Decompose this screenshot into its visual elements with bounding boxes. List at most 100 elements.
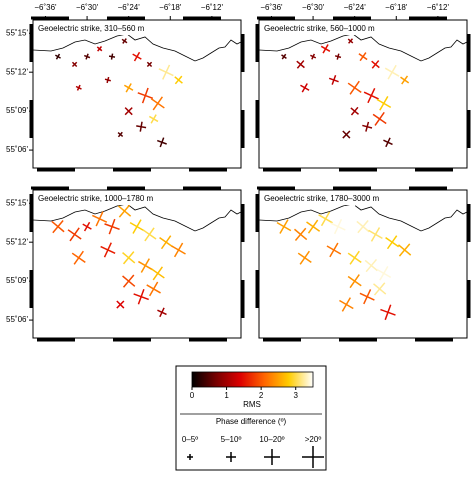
cross-arm — [146, 61, 153, 68]
cross-arm — [137, 92, 154, 99]
cross-arm — [371, 60, 380, 69]
strike-cross — [91, 211, 108, 227]
cross-arm — [84, 54, 91, 59]
cross-arm — [71, 252, 86, 263]
lat-tick-label: 55˚09' — [6, 276, 28, 285]
strike-cross — [67, 227, 82, 242]
lon-tick-label: −6˚12' — [427, 3, 450, 12]
lon-tick-label: −6˚30' — [76, 3, 99, 12]
lat-tick-label: 55˚12' — [6, 67, 28, 76]
cross-arm — [150, 98, 165, 109]
cross-arm — [122, 275, 136, 287]
strike-cross — [84, 53, 91, 60]
cross-arm — [373, 283, 387, 295]
strike-cross — [347, 80, 362, 95]
strike-cross — [132, 51, 142, 62]
cross-arm — [385, 236, 400, 248]
lon-tick-label: −6˚24' — [344, 3, 367, 12]
cross-arm — [276, 221, 292, 232]
cross-arm — [397, 244, 412, 256]
cross-arm — [318, 214, 333, 224]
strike-cross — [363, 87, 379, 104]
lon-tick-label: −6˚36' — [34, 3, 57, 12]
lat-tick-label: 55˚12' — [6, 237, 28, 246]
strike-cross — [75, 84, 82, 91]
lat-tick-label: 55˚15' — [6, 28, 28, 37]
strike-cross — [71, 250, 86, 265]
strike-cross — [150, 96, 165, 111]
cross-arm — [320, 45, 331, 52]
strike-cross — [108, 53, 116, 60]
map-panel: Geoelectric strike, 1000–1780 m 55˚15' 55˚… — [6, 186, 245, 342]
cross-arm — [364, 259, 378, 272]
strike-cross — [82, 221, 92, 232]
strike-cross — [330, 219, 346, 235]
strike-cross — [347, 274, 362, 289]
map-panel: Geoelectric strike, 1780–3000 m — [255, 186, 471, 342]
colorbar-label: RMS — [243, 400, 261, 409]
strike-cross — [148, 114, 159, 124]
strike-cross — [371, 60, 380, 69]
cross-arm — [334, 55, 342, 59]
strike-cross — [310, 53, 317, 60]
strike-cross — [116, 300, 125, 309]
strike-cross — [328, 75, 339, 85]
strike-cross — [368, 227, 383, 242]
cross-arm — [121, 38, 128, 44]
strike-cross — [136, 121, 147, 132]
strike-cross — [104, 76, 111, 84]
strike-cross — [358, 52, 368, 62]
cross-arm — [326, 245, 342, 255]
cross-arm — [363, 91, 379, 100]
cross-arm — [343, 205, 358, 217]
cross-arm — [96, 46, 103, 52]
cross-arm — [129, 221, 145, 232]
frame-bar — [255, 186, 471, 342]
strike-cross — [54, 53, 61, 60]
strike-cross — [129, 219, 145, 234]
strike-cross — [159, 235, 174, 250]
cross-arm — [359, 292, 375, 301]
panels: Geoelectric strike, 310–560 m −6˚36' −6˚30… — [6, 3, 471, 342]
panel-title: Geoelectric strike, 1780–3000 m — [264, 194, 380, 203]
cross-arm — [281, 54, 287, 59]
colorbar-tick-label: 2 — [259, 391, 264, 400]
lon-tick-label: −6˚12' — [201, 3, 224, 12]
legend-items: 0–5º 5–10º 10–20º >20º — [182, 435, 324, 468]
cross-arm — [67, 229, 82, 240]
cross-arm — [400, 76, 410, 84]
cross-arm — [136, 125, 147, 129]
cross-arm — [122, 252, 136, 264]
cross-arm — [310, 54, 317, 59]
cross-arm — [342, 130, 351, 139]
cross-arm — [117, 205, 132, 217]
title-box — [261, 192, 385, 205]
strike-cross — [376, 266, 392, 281]
strike-cross — [347, 250, 362, 265]
colorbar-tick-label: 0 — [190, 391, 195, 400]
strike-cross — [137, 87, 154, 104]
panel-bg — [259, 20, 467, 168]
cross-arm — [124, 107, 133, 116]
colorbar-tick-label: 3 — [293, 391, 298, 400]
cross-arm — [133, 293, 149, 301]
strike-cross — [142, 227, 157, 242]
lon-tick-label: −6˚36' — [260, 3, 283, 12]
cross-arm — [132, 53, 142, 60]
legend-label: >20º — [305, 435, 322, 444]
cross-arm — [372, 113, 387, 125]
cross-arm — [330, 222, 346, 231]
colorbar-tick-label: 1 — [224, 391, 229, 400]
cross-arm — [300, 84, 310, 91]
strike-cross — [146, 281, 161, 297]
strike-cross — [157, 307, 167, 318]
legend-title: Phase difference (º) — [216, 417, 287, 426]
cross-arm — [347, 252, 362, 263]
cross-arm — [347, 275, 362, 287]
cross-arm — [104, 223, 120, 231]
panel-bg — [259, 190, 467, 338]
cross-arm — [376, 98, 392, 108]
cross-arm — [384, 67, 400, 77]
cross-arm — [362, 124, 373, 129]
legend-label: 0–5º — [182, 435, 198, 444]
